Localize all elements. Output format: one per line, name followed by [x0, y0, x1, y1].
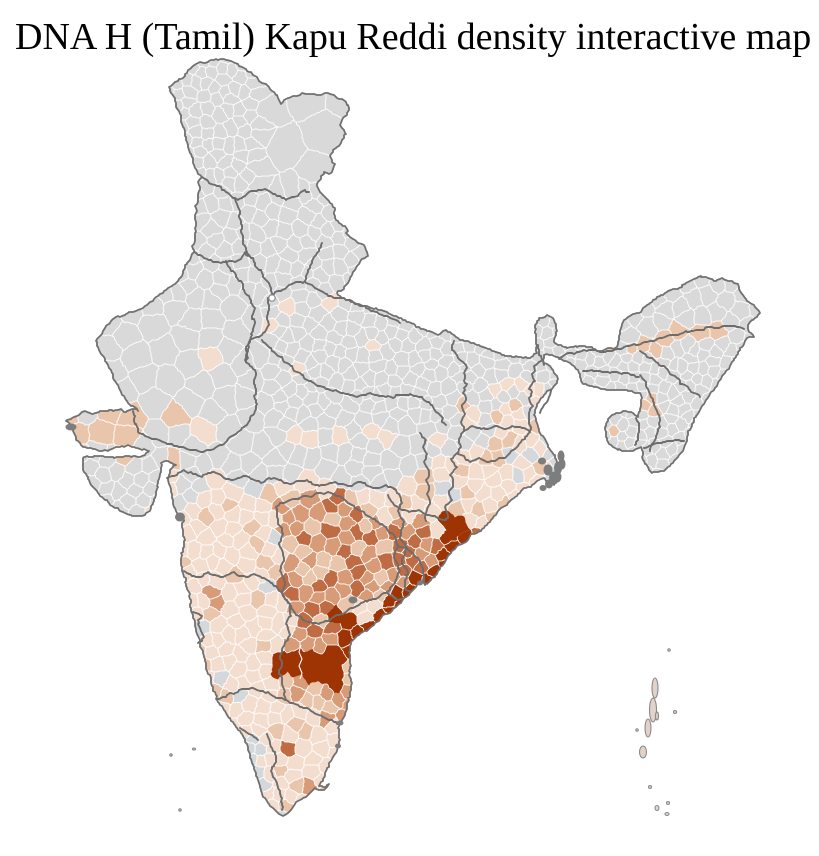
svg-text:DNA H (Tamil) Kapu Reddi densi: DNA H (Tamil) Kapu Reddi density interac…	[15, 16, 811, 58]
